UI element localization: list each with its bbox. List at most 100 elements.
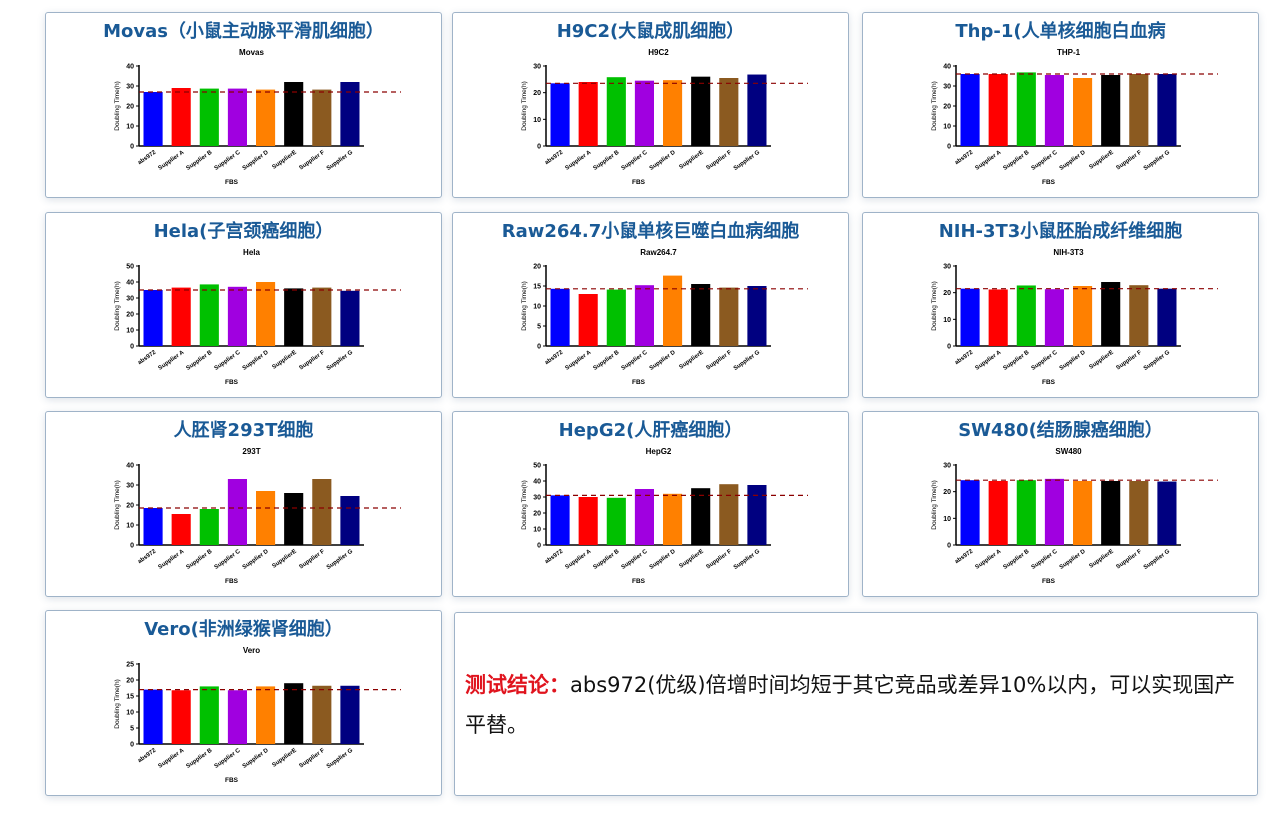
bar-supplier-g (747, 74, 767, 146)
bar-supplier-a (171, 287, 191, 346)
bar-supplier-f (312, 89, 332, 146)
chart-panel: 人胚肾293T细胞 293T 0 10 20 30 40 Doubling Time(h) ab… (45, 411, 442, 597)
x-axis-label: FBS (225, 179, 239, 186)
x-tick-label: Supplier F (1115, 350, 1143, 372)
bar-supplier-g (747, 286, 767, 346)
bar-supplier-c (1044, 75, 1064, 146)
bar-abs972 (550, 83, 570, 146)
x-tick-label: Supplier B (592, 548, 621, 571)
bar-supplier-c (634, 285, 654, 346)
bar-supplier-a (988, 289, 1008, 346)
bar-supplier-d (256, 491, 276, 545)
y-axis-label: Doubling Time(h) (114, 281, 121, 331)
chart-panel: Thp-1(人单核细胞白血病 THP-1 0 10 20 30 40 Doubling Tim… (862, 12, 1259, 198)
y-tick-label: 15 (533, 284, 541, 291)
x-tick-label: Supplier C (621, 349, 650, 372)
panel-title: Raw264.7小鼠单核巨噬白血病细胞 (501, 221, 800, 242)
y-tick-label: 0 (130, 543, 134, 550)
y-tick-label: 20 (126, 678, 134, 685)
x-tick-label: Supplier C (1031, 149, 1060, 172)
conclusion-text: 测试结论：abs972(优级)倍增时间均短于其它竞品或差异10%以内，可以实现国… (465, 665, 1255, 745)
x-tick-label: Supplier C (621, 149, 650, 172)
bar-supplier-c (1044, 478, 1064, 545)
y-axis-label: Doubling Time(h) (114, 81, 121, 131)
x-axis-label: FBS (1042, 578, 1056, 585)
bar-supplier-f (719, 287, 739, 346)
y-tick-label: 30 (126, 296, 134, 303)
x-tick-label: abs972 (544, 149, 565, 166)
x-tick-label: Supplier A (157, 747, 185, 769)
x-tick-label: Supplier F (1115, 150, 1143, 172)
chart-title: NIH-3T3 (1053, 248, 1084, 257)
y-axis-label: Doubling Time(h) (931, 81, 938, 131)
x-tick-label: Supplier B (185, 548, 214, 571)
y-tick-label: 10 (533, 527, 541, 534)
y-tick-label: 10 (533, 304, 541, 311)
x-tick-label: SupplierE (1088, 350, 1114, 371)
bar-supplier-b (199, 509, 219, 545)
bar-suppliere (284, 683, 304, 744)
x-tick-label: Supplier F (705, 150, 733, 172)
bar-supplier-d (1073, 78, 1093, 146)
x-tick-label: Supplier D (242, 149, 271, 172)
x-tick-label: Supplier F (298, 150, 326, 172)
bar-supplier-a (988, 74, 1008, 146)
chart-panel: NIH-3T3小鼠胚胎成纤维细胞 NIH-3T3 0 10 20 30 Doubling T… (862, 212, 1259, 398)
x-tick-label: Supplier A (974, 149, 1002, 171)
panel-title: H9C2(大鼠成肌细胞） (556, 21, 745, 42)
bar-supplier-g (340, 290, 360, 346)
x-tick-label: Supplier G (326, 350, 355, 373)
x-axis-label: FBS (225, 578, 239, 585)
bar-supplier-b (1016, 72, 1036, 146)
bar-supplier-b (199, 88, 219, 146)
x-tick-label: Supplier F (1115, 549, 1143, 571)
x-tick-label: Supplier G (733, 150, 762, 173)
x-tick-label: Supplier D (242, 747, 271, 770)
y-tick-label: 0 (537, 543, 541, 550)
bar-supplier-c (634, 80, 654, 146)
y-tick-label: 10 (126, 523, 134, 530)
x-tick-label: Supplier A (974, 349, 1002, 371)
bar-supplier-d (256, 686, 276, 744)
bar-abs972 (143, 290, 163, 346)
chart-title: HepG2 (646, 447, 672, 456)
x-tick-label: Supplier F (705, 350, 733, 372)
x-tick-label: Supplier G (326, 150, 355, 173)
y-tick-label: 40 (126, 463, 134, 470)
x-axis-label: FBS (1042, 179, 1056, 186)
x-tick-label: Supplier D (242, 548, 271, 571)
y-tick-label: 30 (126, 483, 134, 490)
bar-supplier-d (1073, 286, 1093, 346)
bar-supplier-f (719, 78, 739, 146)
bar-supplier-g (747, 485, 767, 545)
x-axis-label: FBS (225, 777, 239, 784)
y-tick-label: 30 (943, 84, 951, 91)
y-tick-label: 0 (947, 543, 951, 550)
x-tick-label: Supplier B (592, 149, 621, 172)
x-tick-label: Supplier B (185, 149, 214, 172)
panel-title: NIH-3T3小鼠胚胎成纤维细胞 (938, 221, 1183, 242)
bar-supplier-d (256, 282, 276, 346)
bar-supplier-d (256, 89, 276, 146)
x-tick-label: abs972 (137, 349, 158, 366)
bar-supplier-a (578, 294, 598, 346)
panel-title: Movas（小鼠主动脉平滑肌细胞） (103, 21, 384, 42)
panel-title: 人胚肾293T细胞 (173, 420, 314, 441)
y-tick-label: 10 (126, 328, 134, 335)
bar-supplier-c (227, 479, 247, 545)
y-tick-label: 30 (943, 264, 951, 271)
x-tick-label: Supplier G (1143, 549, 1172, 572)
x-tick-label: Supplier D (242, 349, 271, 372)
bar-supplier-b (1016, 285, 1036, 346)
bar-supplier-c (227, 286, 247, 346)
bar-supplier-f (312, 685, 332, 744)
chart-title: H9C2 (648, 48, 669, 57)
y-axis-label: Doubling Time(h) (521, 81, 528, 131)
x-tick-label: Supplier A (157, 349, 185, 371)
y-tick-label: 20 (126, 503, 134, 510)
y-tick-label: 0 (537, 144, 541, 151)
